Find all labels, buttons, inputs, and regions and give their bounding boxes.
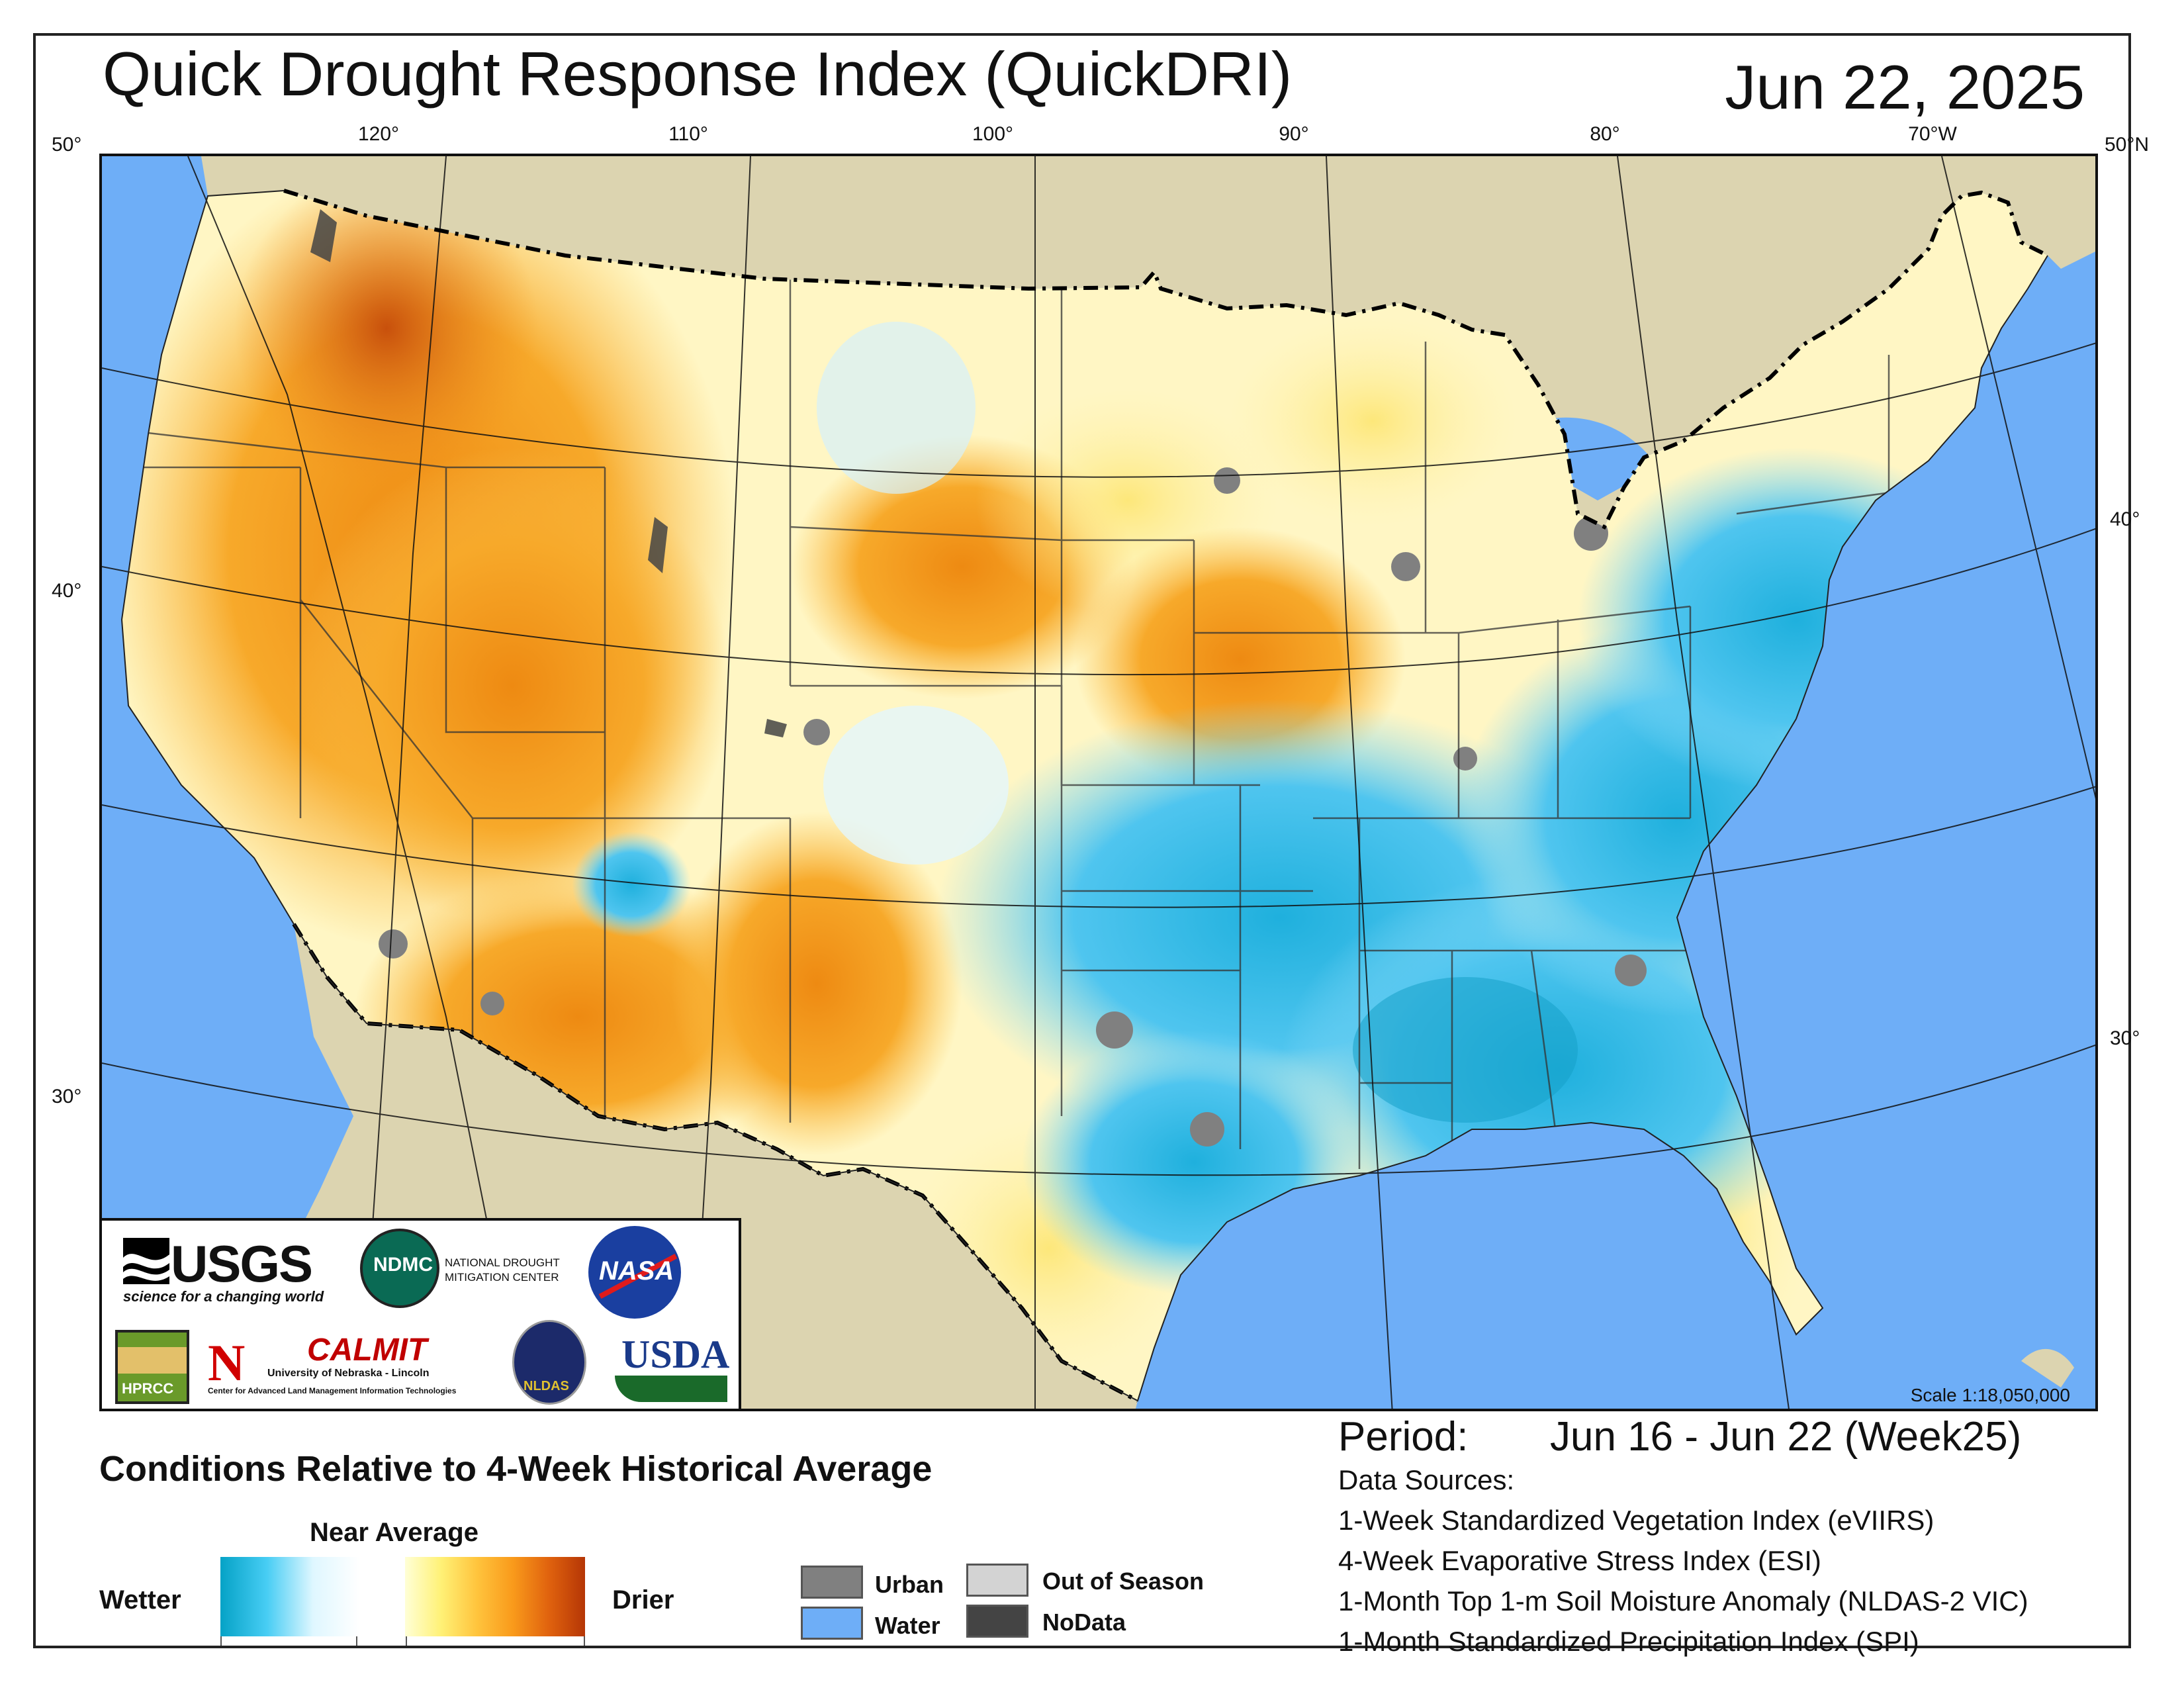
legend-urban-swatch (801, 1566, 863, 1599)
drought-map (99, 154, 2098, 1411)
lat-label-right-40: 40° (2110, 508, 2140, 530)
data-source-item: 1-Month Standardized Precipitation Index… (1338, 1626, 1919, 1657)
lat-label-right-50n: 50°N (2105, 134, 2150, 156)
legend-urban-label: Urban (875, 1571, 944, 1598)
map-canvas (102, 156, 2095, 1409)
partner-logos: USGS science for a changing world NDMC N… (99, 1218, 741, 1411)
period-value: Jun 16 - Jun 22 (Week25) (1550, 1414, 2022, 1460)
lat-label-left-50: 50° (52, 134, 82, 156)
lon-label-100: 100° (972, 123, 1014, 145)
ndmc-logo: NDMC NATIONAL DROUGHT MITIGATION CENTER (360, 1229, 560, 1308)
nebraska-n-icon: N (208, 1334, 246, 1391)
legend-title: Conditions Relative to 4-Week Historical… (99, 1449, 933, 1489)
graticule (102, 156, 2095, 1409)
data-source-item: 4-Week Evaporative Stress Index (ESI) (1338, 1545, 1821, 1576)
legend-wet-colorbar (220, 1557, 359, 1636)
usgs-logo: USGS science for a changing world (123, 1235, 324, 1305)
calmit-logo: N CALMIT University of Nebraska - Lincol… (208, 1333, 457, 1395)
legend-out-of-season-label: Out of Season (1042, 1568, 1205, 1595)
lat-label-left-40: 40° (52, 580, 82, 602)
coastline (120, 190, 2048, 1402)
data-source-item: 1-Week Standardized Vegetation Index (eV… (1338, 1505, 1934, 1536)
hprcc-logo: HPRCC (115, 1330, 189, 1404)
nldas-logo: NLDAS (512, 1320, 586, 1405)
caribbean-islands (2021, 1348, 2074, 1387)
map-date: Jun 22, 2025 (1725, 52, 2085, 122)
data-sources-heading: Data Sources: (1338, 1464, 1515, 1495)
map-frame (33, 33, 2131, 1648)
legend-ticks (220, 1636, 585, 1646)
legend-wetter: Wetter (99, 1585, 181, 1615)
usda-logo: USDA (615, 1332, 729, 1405)
nasa-logo: NASA (588, 1226, 684, 1319)
legend-nodata-swatch (966, 1605, 1028, 1638)
lon-label-110: 110° (668, 123, 708, 145)
data-source-item: 1-Month Top 1-m Soil Moisture Anomaly (N… (1338, 1585, 2028, 1617)
period: Period: Jun 16 - Jun 22 (Week25) (1338, 1413, 2021, 1460)
lat-label-right-30: 30° (2110, 1027, 2140, 1049)
lon-label-120: 120° (357, 123, 400, 145)
legend-out-of-season-swatch (966, 1564, 1028, 1597)
lat-label-left-30: 30° (52, 1086, 82, 1107)
data-sources: Data Sources: 1-Week Standardized Vegeta… (1338, 1460, 2028, 1662)
legend-dry-colorbar (405, 1557, 585, 1636)
state-borders (122, 269, 1929, 1169)
lon-label-70w: 70°W (1908, 123, 1957, 145)
usgs-wave-icon (123, 1238, 169, 1284)
map-scale: Scale 1:18,050,000 (1910, 1385, 2070, 1405)
legend-near-average: Near Average (310, 1518, 478, 1547)
page-title: Quick Drought Response Index (QuickDRI) (103, 39, 1293, 109)
legend-nodata-label: NoData (1042, 1609, 1126, 1636)
legend-water-label: Water (875, 1612, 940, 1639)
legend-water-swatch (801, 1607, 863, 1640)
legend-drier: Drier (612, 1585, 674, 1615)
lon-label-80: 80° (1590, 123, 1620, 145)
lon-label-90: 90° (1279, 123, 1309, 145)
period-label: Period: (1338, 1414, 1469, 1460)
canada-us-border (283, 189, 2049, 530)
